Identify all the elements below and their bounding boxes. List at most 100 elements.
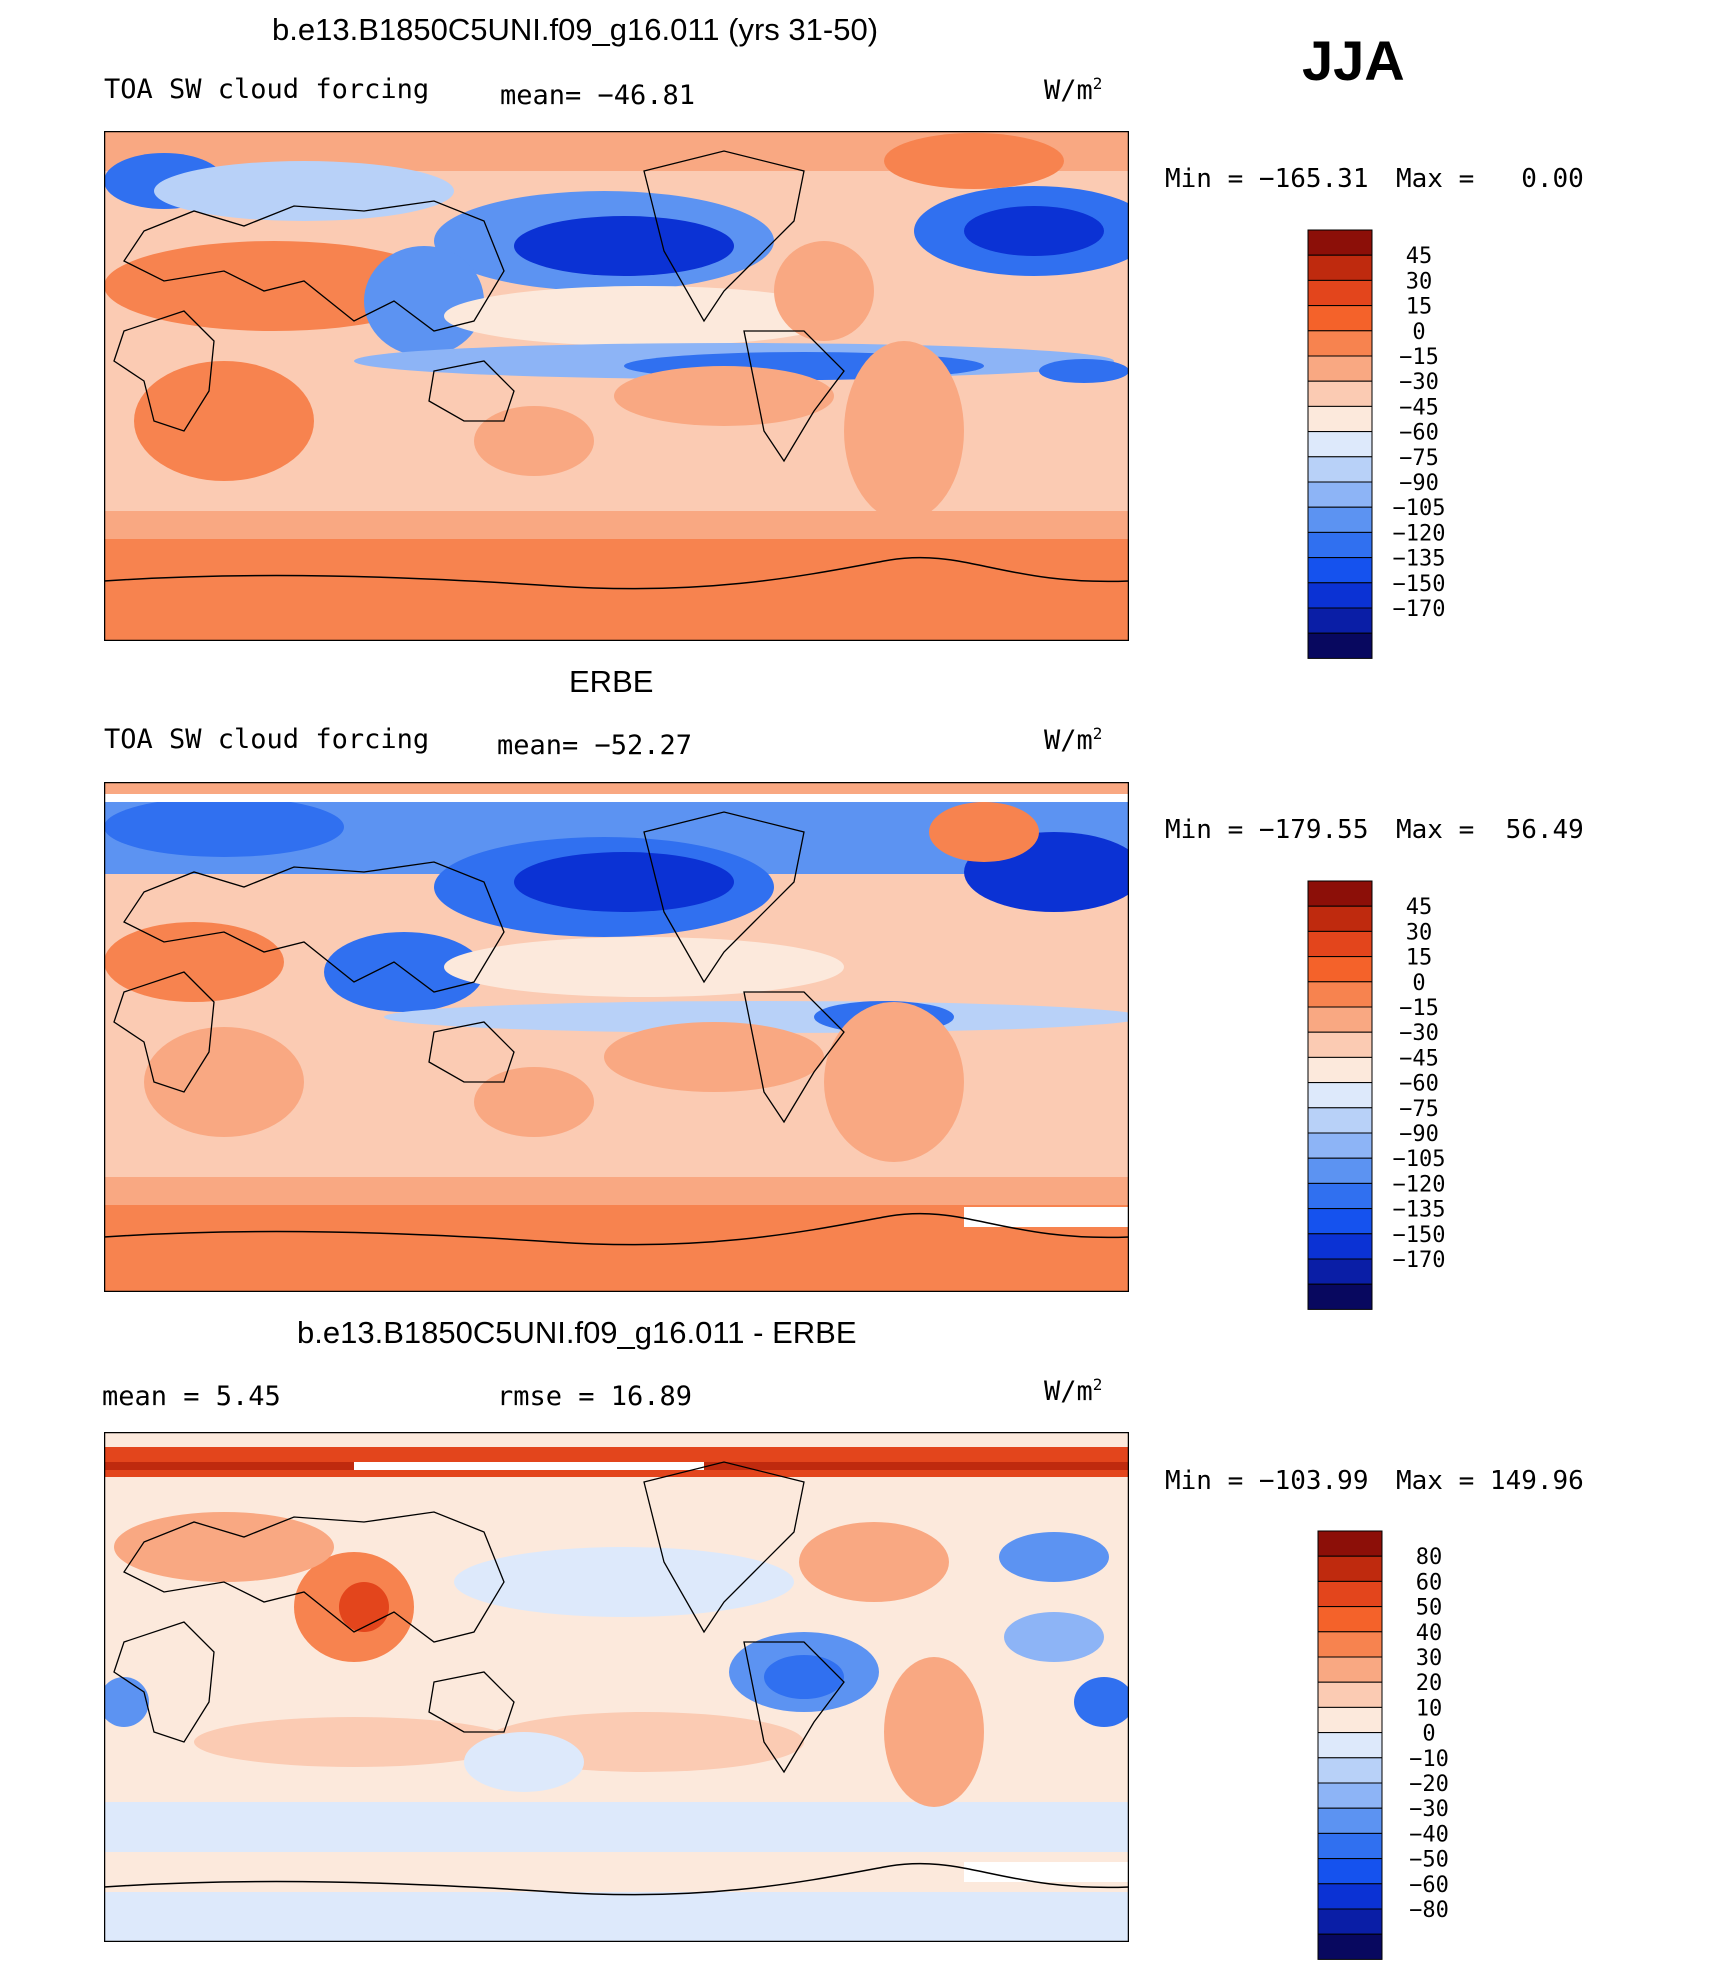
atlantic-itcz [1039,359,1129,383]
colorbar-box [1307,1208,1373,1235]
colorbar-tick-label: 45 [1406,895,1433,920]
colorbar-box [1307,956,1373,983]
south-america-coast [743,991,845,1124]
colorbar-tick-label: −30 [1399,1021,1439,1046]
colorbar-tick-label: −80 [1409,1898,1449,1923]
panel3-rmse: rmse = 16.89 [497,1381,693,1412]
asian-monsoon [324,932,484,1012]
colorbar-box [1317,1606,1383,1633]
colorbar-tick-label: 30 [1406,920,1433,945]
africa-coast [113,1621,215,1743]
colorbar-tick-label: 30 [1406,269,1433,294]
africa-south [144,1027,304,1137]
colorbar-box [1307,456,1373,483]
southern-mid-band [104,511,1129,539]
panel2-units-base: W/m [1044,725,1093,756]
colorbar-box [1317,1530,1383,1557]
colorbar-tick-label: 20 [1416,1671,1443,1696]
panel1-field-label: TOA SW cloud forcing [104,74,430,105]
colorbar-tick-label: 30 [1416,1646,1443,1671]
colorbar-box [1317,1858,1383,1885]
panel3-map [104,1432,1129,1942]
colorbar-svg: 4530150−15−30−45−60−75−90−105−120−135−15… [1307,229,1446,659]
colorbar-tick-label: −170 [1393,597,1446,622]
north-america-coast [643,811,805,984]
colorbar-box [1307,305,1373,332]
panel1-units-exp: 2 [1092,74,1103,93]
colorbar-tick-label: −90 [1399,471,1439,496]
colorbar-tick-label: −30 [1409,1797,1449,1822]
panel3-title: b.e13.B1850C5UNI.f09_g16.011 - ERBE [297,1315,857,1350]
colorbar-box [1307,1132,1373,1159]
panel1-map [104,131,1129,641]
southern-mid-band [104,1177,1129,1205]
colorbar-box [1307,1056,1373,1084]
colorbar-tick-label: −10 [1409,1747,1449,1772]
australia [474,406,594,476]
colorbar-box [1317,1883,1383,1910]
colorbar-tick-label: −105 [1393,1147,1446,1172]
colorbar-tick-label: −60 [1409,1873,1449,1898]
panel1-units: W/m2 [1044,74,1102,106]
greenland [884,133,1064,189]
map-frame [104,782,1129,1292]
colorbar-tick-label: −120 [1393,521,1446,546]
se-pacific [604,1022,824,1092]
n-atlantic-bias [999,1532,1109,1582]
colorbar-box [1307,930,1373,958]
colorbar-tick-label: −15 [1399,996,1439,1021]
panel2-title: ERBE [569,664,654,699]
panel2-mean: mean= −52.27 [497,730,693,761]
colorbar-tick-label: −120 [1393,1172,1446,1197]
colorbar-box [1307,1031,1373,1058]
panel1-min: Min = −165.31 [1165,164,1369,194]
australia-coast [428,1021,515,1083]
antarctica-coast [104,1862,1129,1896]
n-pacific-core [514,852,734,912]
se-pacific [614,366,834,426]
eurasia-coast [123,1511,505,1643]
colorbar-tick-label: −150 [1393,1223,1446,1248]
colorbar-tick-label: −45 [1399,395,1439,420]
w-atlantic-bias [104,1677,149,1727]
colorbar-tick-label: −135 [1393,547,1446,572]
antarctica-coast [104,1212,1129,1246]
colorbar-box [1307,607,1373,634]
s-america-bias [884,1657,984,1807]
panel3-max: Max = 149.96 [1396,1466,1584,1496]
europe-bias [114,1512,334,1582]
panel2-map-svg [104,782,1129,1292]
indian-ocean-bias [194,1717,514,1767]
eurasia-coast [123,861,505,993]
missing-north [104,794,1129,802]
colorbar-box [1307,905,1373,932]
panel3-min: Min = −103.99 [1165,1466,1369,1496]
north-america-coast [643,150,805,323]
colorbar-box [1307,557,1373,584]
colorbar-tick-label: −40 [1409,1822,1449,1847]
colorbar-tick-label: −45 [1399,1046,1439,1071]
south-america [844,341,964,521]
colorbar-box [1317,1832,1383,1860]
panel2-units-exp: 2 [1092,724,1103,743]
season-label: JJA [1302,29,1405,92]
panel3-units-exp: 2 [1092,1375,1103,1394]
colorbar-box [1317,1757,1383,1784]
colorbar-tick-label: 80 [1416,1545,1443,1570]
colorbar-box [1317,1681,1383,1708]
colorbar-svg: 4530150−15−30−45−60−75−90−105−120−135−15… [1307,880,1446,1310]
colorbar-box [1307,1283,1373,1310]
colorbar-box [1307,1233,1373,1260]
colorbar-tick-label: −50 [1409,1848,1449,1873]
colorbar-box [1317,1706,1383,1734]
colorbar-tick-label: −60 [1399,421,1439,446]
colorbar-box [1307,1258,1373,1285]
colorbar-box [1307,880,1373,907]
north-america [774,241,874,341]
antarctica-coast [104,556,1129,590]
colorbar-box [1317,1782,1383,1809]
colorbar-box [1307,1082,1373,1109]
e-pacific-core [764,1655,844,1699]
atlantic-bias [1004,1612,1104,1662]
